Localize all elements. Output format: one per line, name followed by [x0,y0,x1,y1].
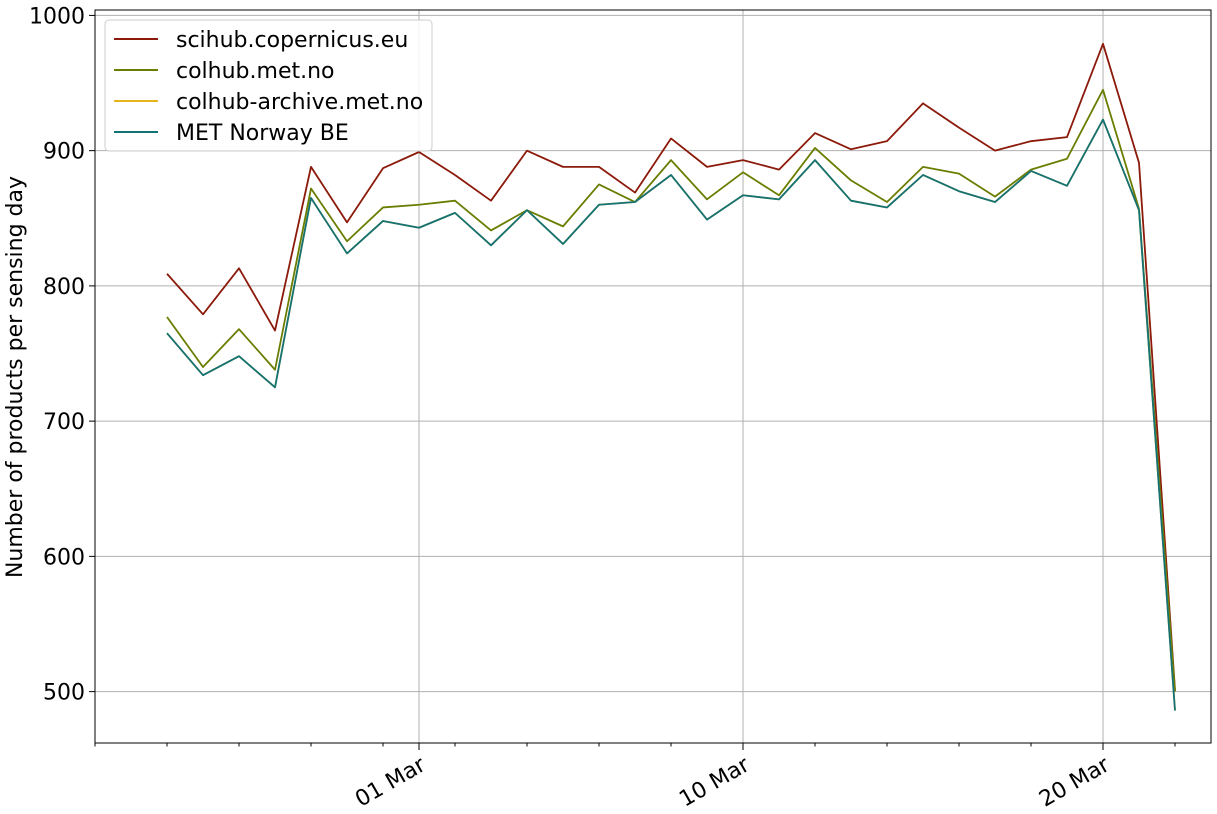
y-tick-label: 500 [43,681,85,706]
y-tick-label: 1000 [29,4,85,29]
grid-lines [95,10,1211,743]
x-tick-label: 20 Mar [1035,752,1115,812]
legend-entry-label: scihub.copernicus.eu [176,28,408,53]
series-line-met-norway-be [166,118,1176,711]
legend-entry-label: MET Norway BE [176,121,349,146]
axis-ticks [89,14,1176,750]
series-lines [166,42,1176,711]
x-tick-label: 01 Mar [351,752,431,812]
legend-entry-label: colhub-archive.met.no [176,90,423,115]
x-tick-label: 10 Mar [675,752,755,812]
y-axis-label: Number of products per sensing day [3,176,28,578]
legend: scihub.copernicus.eu colhub.met.no colhub-… [104,19,433,152]
y-tick-label: 600 [43,545,85,570]
y-tick-label: 900 [43,140,85,165]
legend-box [104,19,433,152]
series-line-scihub-copernicus-eu [166,42,1176,691]
series-line-colhub-met-no [166,88,1176,692]
legend-entry-label: colhub.met.no [176,59,335,84]
y-tick-label: 700 [43,410,85,435]
y-tick-label: 800 [43,275,85,300]
plot-frame [94,9,1212,744]
